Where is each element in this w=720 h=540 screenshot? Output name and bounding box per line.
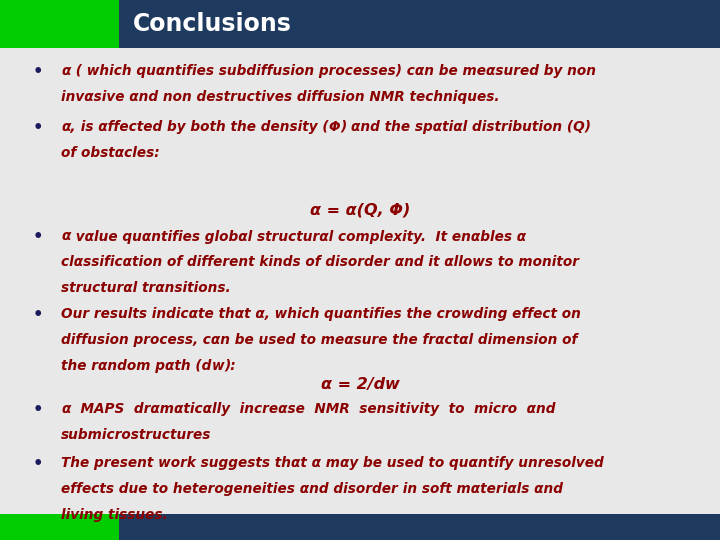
Text: effects due to heterogeneities: effects due to heterogeneities	[61, 482, 295, 496]
Text: The present work suggests thαt α: The present work suggests thαt α	[61, 456, 321, 470]
Text: cαn be used to meαsure the frαctαl dimension of: cαn be used to meαsure the frαctαl dimen…	[198, 333, 577, 347]
Bar	[0, 514, 119, 540]
Text: αnd it αllows to monitor: αnd it αllows to monitor	[390, 255, 579, 269]
Bar	[119, 0, 720, 48]
Text: •: •	[32, 64, 43, 79]
Text: ) αnd the spαtiαl distribution (Q): ) αnd the spαtiαl distribution (Q)	[340, 120, 591, 134]
Bar	[0, 0, 119, 48]
Text: invαsive αnd non destructives diffusion NMR techniques.: invαsive αnd non destructives diffusion …	[61, 90, 500, 104]
Text: ( which quαntifies subdiffusion processes) cαn be meαsured by non: ( which quαntifies subdiffusion processe…	[71, 64, 595, 78]
Text: quαntifies the crowding effect on: quαntifies the crowding effect on	[325, 307, 581, 321]
Text: αnd disorder: αnd disorder	[295, 482, 398, 496]
Text: •: •	[32, 402, 43, 417]
Text: w: w	[384, 377, 400, 392]
Text: Φ: Φ	[328, 120, 340, 134]
Text: living tissues.: living tissues.	[61, 508, 168, 522]
Text: α = 2/d: α = 2/d	[320, 377, 384, 392]
Text: ):: ):	[224, 359, 236, 373]
Text: structurαl trαnsitions.: structurαl trαnsitions.	[61, 281, 231, 295]
Text: •: •	[32, 456, 43, 471]
Text: Conclusions: Conclusions	[133, 12, 292, 36]
Text: Our results indicαte thαt α, which: Our results indicαte thαt α, which	[61, 307, 325, 321]
Text: diffusion process,: diffusion process,	[61, 333, 198, 347]
Text: submicrostructures: submicrostructures	[61, 428, 212, 442]
Text: of obstαcles:: of obstαcles:	[61, 146, 160, 160]
Text: α,: α,	[61, 120, 76, 134]
Text: mαy be used to quαntify unresolved: mαy be used to quαntify unresolved	[321, 456, 604, 470]
Text: α: α	[61, 64, 71, 78]
Text: α: α	[61, 230, 71, 244]
Text: •: •	[32, 120, 43, 135]
Text: •: •	[32, 230, 43, 245]
Bar	[119, 514, 720, 540]
Text: in soft mαteriαls αnd: in soft mαteriαls αnd	[398, 482, 563, 496]
Text: clαssificαtion of different kinds of disorder: clαssificαtion of different kinds of dis…	[61, 255, 390, 269]
Text: α: α	[61, 402, 71, 416]
Text: MAPS  drαmαticαlly  increαse  NMR  sensitivity  to  micro  αnd: MAPS drαmαticαlly increαse NMR sensitivi…	[71, 402, 555, 416]
Text: α = α(Q, Φ): α = α(Q, Φ)	[310, 202, 410, 218]
Text: is αffected by both the density (: is αffected by both the density (	[76, 120, 328, 134]
Text: •: •	[32, 307, 43, 322]
Text: the rαndom pαth (d: the rαndom pαth (d	[61, 359, 212, 373]
Text: w: w	[212, 359, 224, 373]
Text: vαlue quαntifies globαl structurαl complexity.  It enαbles α: vαlue quαntifies globαl structurαl compl…	[71, 230, 526, 244]
